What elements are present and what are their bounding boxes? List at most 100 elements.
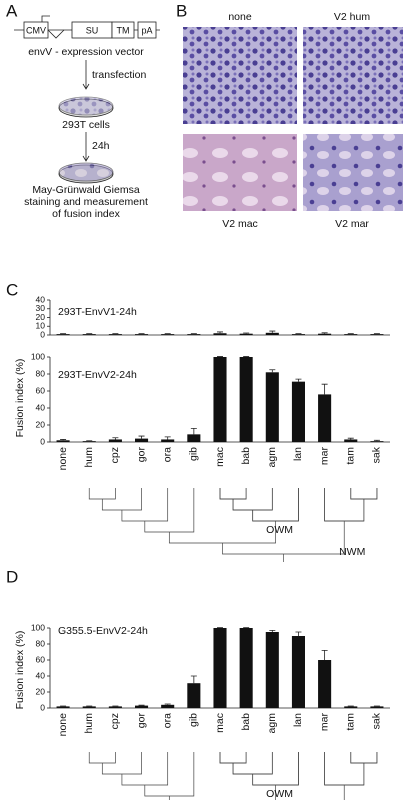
bar (318, 333, 332, 335)
y-tick-label: 30 (36, 303, 46, 313)
x-tick-label: gor (135, 447, 147, 463)
bar (265, 332, 279, 335)
x-tick-label: mar (318, 713, 330, 732)
bar (344, 439, 358, 442)
vector-part: TM (117, 25, 130, 35)
micrograph (303, 134, 403, 211)
x-tick-label: hum (83, 713, 95, 734)
error-bar (190, 428, 197, 435)
y-tick-label: 20 (36, 312, 46, 322)
tree-branch (88, 752, 116, 764)
bar (108, 706, 122, 708)
clade-label: OWM (266, 524, 293, 536)
bar (291, 636, 305, 708)
x-tick-label: gib (188, 713, 200, 727)
dish (58, 96, 114, 118)
tree-branch (219, 488, 247, 500)
x-tick-label: gib (188, 447, 200, 461)
tree-branch (144, 488, 195, 533)
bar (239, 333, 253, 335)
y-tick-label: 10 (36, 321, 46, 331)
bar (108, 334, 122, 335)
y-tick-label: 20 (36, 419, 46, 429)
bar (82, 334, 96, 335)
bar (291, 381, 305, 442)
error-bar (164, 436, 171, 440)
image-label: V2 hum (334, 11, 370, 23)
image-label: V2 mac (222, 218, 258, 230)
bar (213, 357, 227, 442)
x-tick-label: mar (318, 447, 330, 466)
tree-branch (88, 488, 116, 500)
error-bar (321, 650, 328, 660)
panel-label: A (6, 1, 18, 20)
step-label: transfection (92, 69, 146, 81)
tree-branch (350, 752, 378, 764)
x-tick-label: tam (345, 447, 357, 465)
error-bar (138, 435, 145, 439)
vector-part: SU (86, 25, 99, 35)
panel-label: B (176, 1, 187, 20)
bar (187, 334, 201, 335)
x-tick-label: lan (292, 713, 304, 727)
final-label: May-Grünwald Giemsa (32, 184, 140, 196)
bar (161, 334, 175, 335)
arrow (82, 60, 90, 90)
bar (187, 683, 201, 708)
bar (318, 394, 332, 442)
bar (161, 439, 175, 442)
tree-branch (121, 752, 169, 786)
error-bar (347, 437, 354, 440)
x-tick-label: agm (266, 447, 278, 468)
bar (265, 372, 279, 442)
y-tick-label: 80 (36, 368, 46, 378)
tree-branch (252, 488, 299, 522)
y-tick-label: 20 (36, 686, 46, 696)
y-tick-label: 100 (31, 622, 45, 632)
error-bar (321, 383, 328, 395)
error-bar (190, 675, 197, 684)
final-label: staining and measurement (24, 196, 148, 208)
x-tick-label: none (57, 713, 69, 737)
error-bar (243, 332, 250, 334)
error-bar (295, 631, 302, 636)
bar (344, 334, 358, 335)
bar (187, 434, 201, 442)
tree-branch (219, 752, 247, 764)
error-bar (217, 331, 223, 334)
tree-branch (324, 752, 365, 786)
x-tick-label: cpz (109, 447, 121, 463)
tree-branch (252, 752, 299, 786)
x-tick-label: lan (292, 447, 304, 461)
tree-branch (252, 752, 299, 786)
tree-branch (144, 752, 195, 797)
arrow (82, 132, 90, 162)
y-tick-label: 0 (40, 436, 45, 446)
bar (56, 706, 70, 708)
step-label: 24h (92, 140, 110, 152)
error-bar (269, 330, 276, 333)
x-tick-label: ora (161, 713, 173, 728)
bar (370, 441, 384, 442)
y-tick-label: 0 (40, 702, 45, 712)
x-tick-label: ora (161, 447, 173, 462)
bar (318, 660, 332, 708)
clade-label: NWM (339, 546, 365, 558)
x-tick-label: bab (240, 447, 252, 465)
panel-label: D (6, 567, 18, 586)
tree-branch (219, 488, 247, 500)
final-label: of fusion index (52, 208, 120, 220)
micrograph (183, 134, 297, 211)
y-tick-label: 40 (36, 294, 46, 304)
vector-part: CMV (26, 25, 46, 35)
panel-label: C (6, 280, 18, 299)
tree-branch (324, 488, 365, 522)
bar (135, 705, 149, 708)
micrograph (303, 27, 403, 124)
bar (56, 440, 70, 442)
error-bar (269, 630, 276, 632)
tree-branch (219, 752, 247, 764)
tree-branch (324, 488, 365, 522)
x-tick-label: sak (371, 712, 383, 729)
